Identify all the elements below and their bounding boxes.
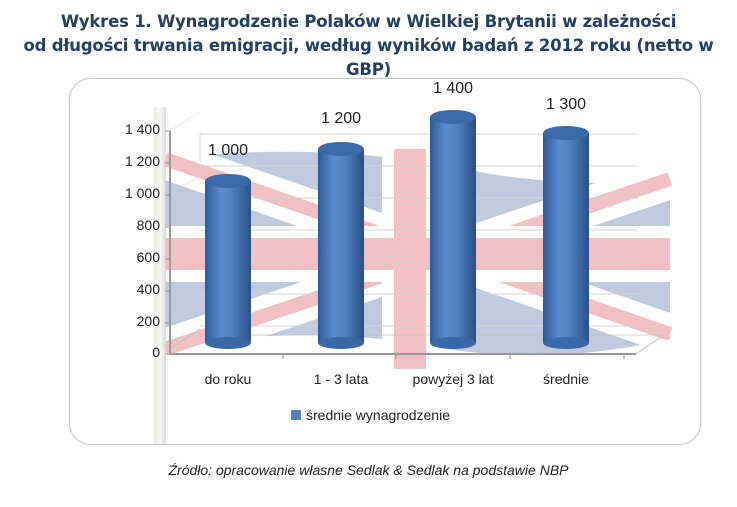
y-tick: 800 bbox=[136, 217, 160, 233]
legend-swatch bbox=[291, 410, 301, 420]
source-note: Źródło: opracowanie własne Sedlak & Sedl… bbox=[168, 462, 569, 478]
y-tick: 200 bbox=[136, 313, 160, 329]
y-tick: 0 bbox=[152, 344, 160, 360]
data-label: 1 300 bbox=[545, 96, 587, 113]
x-label: 1 - 3 lata bbox=[313, 371, 369, 387]
legend: średnie wynagrodzenie bbox=[291, 407, 450, 423]
union-jack-background bbox=[154, 107, 677, 444]
chart-title-line1: Wykres 1. Wynagrodzenie Polaków w Wielki… bbox=[60, 12, 677, 31]
bar-srednie bbox=[543, 126, 589, 349]
bar-powyzej-3-lat bbox=[430, 110, 476, 349]
data-label: 1 200 bbox=[320, 110, 362, 127]
bar-do-roku bbox=[205, 174, 251, 349]
legend-label: średnie wynagrodzenie bbox=[306, 407, 450, 423]
y-tick: 1 400 bbox=[124, 121, 160, 137]
flag-pole bbox=[154, 107, 166, 444]
chart-panel: 1 400 1 200 1 000 800 600 400 200 0 1 00… bbox=[69, 78, 701, 445]
data-label: 1 400 bbox=[432, 80, 474, 97]
y-tick: 600 bbox=[136, 249, 160, 265]
bar-1-3-lata bbox=[318, 142, 364, 349]
x-label: powyżej 3 lat bbox=[412, 371, 494, 387]
chart-title: Wykres 1. Wynagrodzenie Polaków w Wielki… bbox=[0, 10, 737, 82]
y-axis-labels: 1 400 1 200 1 000 800 600 400 200 0 bbox=[98, 79, 160, 379]
y-tick: 1 000 bbox=[124, 185, 160, 201]
x-label: średnie bbox=[543, 371, 589, 387]
x-label: do roku bbox=[204, 371, 252, 387]
y-tick: 400 bbox=[136, 281, 160, 297]
y-tick: 1 200 bbox=[124, 153, 160, 169]
chart-title-line2: od długości trwania emigracji, według wy… bbox=[23, 36, 714, 79]
data-label: 1 000 bbox=[207, 142, 249, 159]
